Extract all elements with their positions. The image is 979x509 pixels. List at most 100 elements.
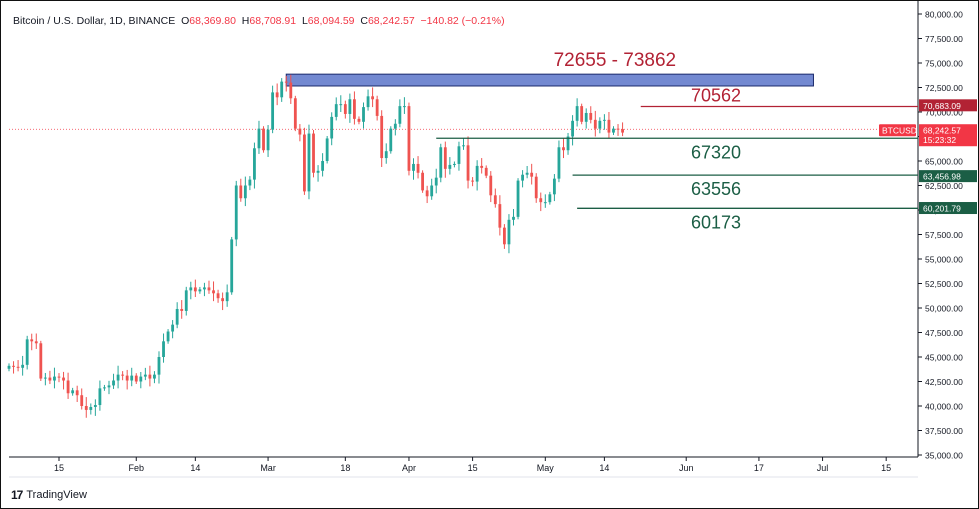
- candle-body: [198, 289, 202, 292]
- candle-body: [421, 172, 425, 191]
- candle-body: [166, 331, 170, 342]
- candle-body: [616, 128, 620, 130]
- candle-body: [180, 308, 184, 311]
- candle-body: [25, 339, 29, 365]
- y-tick-label: 62,500.00: [925, 181, 963, 191]
- candle-body: [343, 104, 347, 114]
- symbol-title: Bitcoin / U.S. Dollar, 1D, BINANCE: [13, 15, 176, 27]
- candle-body: [284, 81, 288, 83]
- candle-body: [148, 374, 152, 379]
- y-tick-label: 65,000.00: [925, 157, 963, 167]
- last-price-tag-text: 68,242.57: [923, 126, 961, 136]
- candle-body: [316, 170, 320, 173]
- candle-body: [443, 147, 447, 169]
- x-tick-label: Mar: [260, 463, 276, 473]
- candle-body: [203, 287, 206, 290]
- candle-body: [530, 172, 534, 177]
- candle-body: [412, 163, 415, 171]
- candle-body: [21, 364, 25, 368]
- candle-body: [143, 374, 147, 377]
- candle-body: [225, 292, 229, 302]
- tradingview-brand[interactable]: 17 TradingView: [11, 488, 87, 502]
- candle-body: [457, 146, 461, 164]
- candle-body: [543, 202, 547, 204]
- symbol-tag: [879, 124, 916, 137]
- candle-body: [607, 119, 611, 133]
- candle-body: [243, 185, 247, 199]
- candle-body: [262, 128, 265, 151]
- candle-body: [312, 133, 315, 173]
- candle-body: [66, 380, 70, 394]
- y-tick-label: 57,500.00: [925, 230, 963, 240]
- candle-body: [430, 185, 434, 197]
- candle-body: [53, 376, 56, 381]
- candle-body: [212, 290, 215, 294]
- x-tick-label: Jun: [679, 463, 694, 473]
- candle-body: [502, 227, 506, 245]
- low-label: L: [301, 15, 308, 27]
- candle-body: [584, 112, 588, 122]
- candle-body: [93, 405, 97, 407]
- level-price-tag: [919, 99, 977, 112]
- candle-body: [534, 176, 538, 199]
- candle-body: [12, 365, 15, 367]
- candle-body: [321, 161, 325, 171]
- level-price-tag: [919, 202, 977, 215]
- candle-body: [230, 239, 234, 293]
- candle-body: [448, 164, 452, 169]
- level-price-tag: [919, 170, 977, 183]
- x-tick-label: 15: [468, 463, 478, 473]
- y-tick-label: 35,000.00: [925, 451, 963, 461]
- candle-body: [552, 178, 556, 195]
- candle-body: [121, 374, 125, 376]
- x-tick-label: 18: [340, 463, 350, 473]
- low-value: 68,094.59: [307, 15, 355, 27]
- candle-body: [289, 82, 293, 99]
- candle-body: [371, 96, 375, 100]
- candle-body: [475, 165, 479, 182]
- x-tick-label: Apr: [402, 463, 416, 473]
- level-price-tag-text: 60,201.79: [923, 204, 961, 214]
- y-tick-label: 50,000.00: [925, 304, 963, 314]
- candle-body: [348, 99, 352, 114]
- candle-body: [489, 175, 493, 196]
- candle-body: [89, 406, 93, 410]
- candle-body: [157, 357, 161, 375]
- countdown-text: 15:23:32: [923, 135, 956, 145]
- candle-body: [575, 106, 579, 121]
- candle-body: [498, 204, 502, 228]
- candle-body: [98, 388, 102, 406]
- candle-body: [539, 198, 543, 203]
- candle-body: [325, 138, 329, 161]
- candle-body: [248, 179, 252, 186]
- candle-body: [189, 287, 193, 291]
- candle-body: [153, 374, 156, 379]
- candle-body: [512, 216, 515, 220]
- y-tick-label: 80,000.00: [925, 10, 963, 20]
- candle-body: [80, 395, 84, 406]
- candle-body: [439, 147, 443, 178]
- y-tick-label: 75,000.00: [925, 59, 963, 69]
- open-label: O: [181, 15, 190, 27]
- candle-body: [234, 185, 238, 240]
- candle-body: [389, 128, 393, 152]
- candle-body: [471, 180, 474, 182]
- y-tick-label: 45,000.00: [925, 353, 963, 363]
- candle-body: [75, 390, 79, 396]
- candle-body: [562, 147, 565, 151]
- x-tick-label: 14: [190, 463, 200, 473]
- candle-body: [493, 195, 497, 205]
- candle-body: [330, 116, 334, 139]
- candle-body: [280, 81, 284, 98]
- candle-body: [71, 390, 75, 394]
- candle-body: [612, 128, 615, 133]
- candle-body: [580, 106, 584, 122]
- x-tick-label: 17: [754, 463, 764, 473]
- candle-body: [516, 180, 520, 217]
- candle-body: [175, 308, 179, 325]
- candle-body: [57, 376, 61, 378]
- candle-body: [207, 287, 211, 291]
- candle-body: [566, 136, 570, 151]
- candle-body: [589, 112, 593, 120]
